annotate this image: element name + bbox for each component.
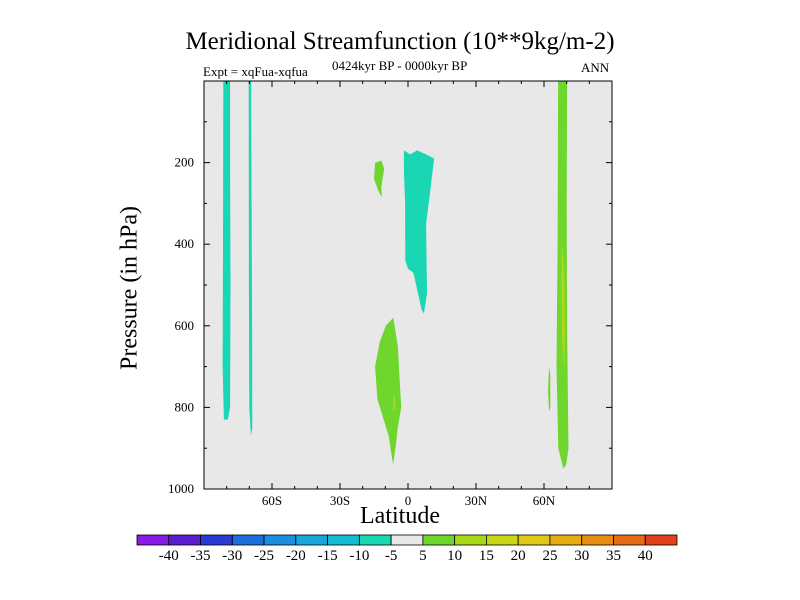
colorbar-segment bbox=[517, 534, 551, 546]
colorbar-segment bbox=[358, 534, 392, 546]
colorbar-label: 35 bbox=[606, 548, 621, 564]
colorbar-segment bbox=[136, 534, 170, 546]
y-tick-label: 200 bbox=[175, 155, 195, 170]
contour-region-neg-band-75S bbox=[222, 81, 231, 420]
season-label: ANN bbox=[581, 60, 610, 75]
x-tick-label: 30S bbox=[330, 493, 350, 508]
contour-region-neg-upper-equator bbox=[403, 150, 435, 314]
colorbar-label: 30 bbox=[574, 548, 589, 564]
y-tick-label: 600 bbox=[175, 318, 195, 333]
y-tick-label: 400 bbox=[175, 236, 195, 251]
colorbar-label: 20 bbox=[511, 548, 526, 564]
colorbar-label: -25 bbox=[254, 548, 274, 564]
colorbar-segment bbox=[263, 534, 297, 546]
y-tick-label: 800 bbox=[175, 399, 195, 414]
x-tick-label: 30N bbox=[465, 493, 488, 508]
colorbar-segment bbox=[486, 534, 519, 546]
x-tick-label: 60S bbox=[262, 493, 282, 508]
x-tick-label: 60N bbox=[533, 493, 556, 508]
colorbar-segment bbox=[327, 534, 360, 546]
chart-title: Meridional Streamfunction (10**9kg/m-2) bbox=[185, 28, 615, 55]
colorbar-segment bbox=[613, 534, 646, 546]
y-tick-label: 1000 bbox=[168, 481, 194, 496]
colorbar-segment bbox=[168, 534, 201, 546]
colorbar-segment bbox=[200, 534, 233, 546]
contour-region-pos-lower-10S bbox=[375, 317, 402, 465]
colorbar-segment bbox=[390, 534, 424, 546]
colorbar-segment bbox=[231, 534, 265, 546]
colorbar-label: 10 bbox=[447, 548, 462, 564]
colorbar-label: 40 bbox=[638, 548, 653, 564]
colorbar-segment bbox=[549, 534, 583, 546]
colorbar-segment bbox=[644, 534, 678, 546]
colorbar-segment bbox=[454, 534, 487, 546]
colorbar-segment bbox=[581, 534, 614, 546]
contour-region-neg-band-68S bbox=[248, 81, 253, 436]
colorbar-label: 15 bbox=[479, 548, 494, 564]
colorbar-label: 5 bbox=[419, 548, 427, 564]
colorbar-label: -10 bbox=[349, 548, 369, 564]
colorbar-label: -20 bbox=[286, 548, 306, 564]
experiment-label: Expt = xqFua-xqfua bbox=[203, 64, 308, 79]
colorbar-label: -40 bbox=[159, 548, 179, 564]
time-range-label: 0424kyr BP - 0000kyr BP bbox=[332, 58, 468, 73]
plot-background bbox=[204, 81, 612, 489]
contour-region-pos10-spot-8S bbox=[393, 395, 396, 412]
colorbar-label: -35 bbox=[191, 548, 211, 564]
colorbar-label: -5 bbox=[385, 548, 398, 564]
colorbar-label: 25 bbox=[542, 548, 557, 564]
colorbar-segment bbox=[295, 534, 328, 546]
contour-region-pos-sliver-62N bbox=[548, 366, 551, 412]
colorbar-label: -30 bbox=[222, 548, 242, 564]
colorbar-label: -15 bbox=[318, 548, 338, 564]
contour-region-pos10-core-68N bbox=[561, 244, 566, 367]
x-axis-label: Latitude bbox=[360, 503, 440, 529]
x-tick-label: 0 bbox=[405, 493, 412, 508]
colorbar-segment bbox=[422, 534, 456, 546]
contour-region-pos-upper-15S bbox=[374, 160, 385, 198]
